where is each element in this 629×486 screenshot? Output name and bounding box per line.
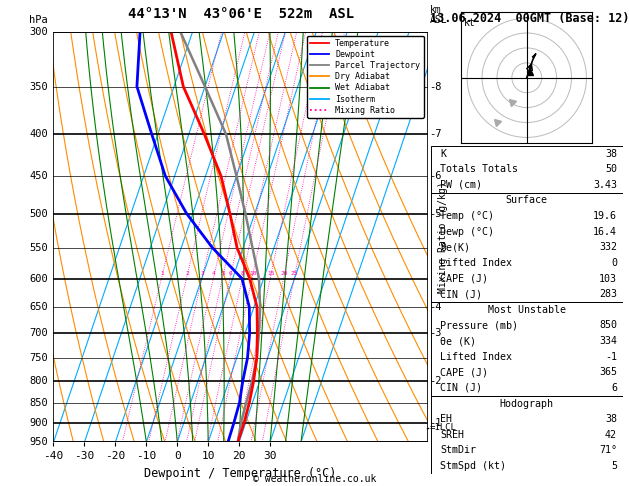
Text: 550: 550 xyxy=(29,243,48,253)
Text: 6: 6 xyxy=(611,383,617,393)
Text: 0: 0 xyxy=(611,258,617,268)
Text: kt: kt xyxy=(464,18,476,28)
Text: CAPE (J): CAPE (J) xyxy=(440,274,489,284)
Text: 8: 8 xyxy=(241,271,245,276)
Text: Most Unstable: Most Unstable xyxy=(487,305,566,315)
Text: 950: 950 xyxy=(29,437,48,447)
Text: 38: 38 xyxy=(605,149,617,158)
Text: CAPE (J): CAPE (J) xyxy=(440,367,489,377)
X-axis label: Dewpoint / Temperature (°C): Dewpoint / Temperature (°C) xyxy=(145,467,337,480)
Text: 3.43: 3.43 xyxy=(593,180,617,190)
Text: 650: 650 xyxy=(29,302,48,312)
Text: 700: 700 xyxy=(29,329,48,338)
Text: 44°13'N  43°06'E  522m  ASL: 44°13'N 43°06'E 522m ASL xyxy=(128,7,353,21)
Text: 365: 365 xyxy=(599,367,617,377)
Text: © weatheronline.co.uk: © weatheronline.co.uk xyxy=(253,473,376,484)
Text: 750: 750 xyxy=(29,353,48,363)
Text: K: K xyxy=(440,149,447,158)
Text: SREH: SREH xyxy=(440,430,464,440)
Text: Mixing Ratio (g/kg): Mixing Ratio (g/kg) xyxy=(438,181,448,293)
Text: 19.6: 19.6 xyxy=(593,211,617,221)
Text: 42: 42 xyxy=(605,430,617,440)
Text: Pressure (mb): Pressure (mb) xyxy=(440,320,518,330)
Text: 50: 50 xyxy=(605,164,617,174)
Text: -1: -1 xyxy=(605,352,617,362)
Text: km
ASL: km ASL xyxy=(430,5,447,25)
Text: Hodograph: Hodograph xyxy=(500,399,554,409)
Text: 2: 2 xyxy=(185,271,189,276)
Text: =1LCL: =1LCL xyxy=(430,423,457,432)
Text: 1: 1 xyxy=(160,271,164,276)
Text: -2: -2 xyxy=(430,376,442,386)
Text: Surface: Surface xyxy=(506,195,548,206)
Text: θe(K): θe(K) xyxy=(440,243,470,252)
Text: 450: 450 xyxy=(29,171,48,181)
Text: Totals Totals: Totals Totals xyxy=(440,164,518,174)
Text: StmSpd (kt): StmSpd (kt) xyxy=(440,461,506,471)
Text: 38: 38 xyxy=(605,414,617,424)
Text: 20: 20 xyxy=(281,271,288,276)
Text: 400: 400 xyxy=(29,129,48,139)
Text: 850: 850 xyxy=(29,398,48,408)
Text: 350: 350 xyxy=(29,82,48,91)
Text: -4: -4 xyxy=(430,302,442,312)
Text: 71°: 71° xyxy=(599,445,617,455)
Text: 500: 500 xyxy=(29,208,48,219)
Text: CIN (J): CIN (J) xyxy=(440,383,482,393)
Text: -5: -5 xyxy=(430,208,442,219)
Text: 3: 3 xyxy=(201,271,204,276)
Text: CIN (J): CIN (J) xyxy=(440,289,482,299)
Text: Temp (°C): Temp (°C) xyxy=(440,211,494,221)
Text: -1: -1 xyxy=(430,418,442,428)
Text: 800: 800 xyxy=(29,376,48,386)
Text: 13.06.2024  00GMT (Base: 12): 13.06.2024 00GMT (Base: 12) xyxy=(430,12,629,25)
Legend: Temperature, Dewpoint, Parcel Trajectory, Dry Adiabat, Wet Adiabat, Isotherm, Mi: Temperature, Dewpoint, Parcel Trajectory… xyxy=(307,36,423,118)
Text: 332: 332 xyxy=(599,243,617,252)
Text: 900: 900 xyxy=(29,418,48,428)
Text: Lifted Index: Lifted Index xyxy=(440,258,513,268)
Text: hPa: hPa xyxy=(29,16,48,25)
Text: 15: 15 xyxy=(267,271,274,276)
Text: -8: -8 xyxy=(430,82,442,91)
Text: -7: -7 xyxy=(430,129,442,139)
Text: 300: 300 xyxy=(29,27,48,36)
Text: EH: EH xyxy=(440,414,452,424)
Text: 283: 283 xyxy=(599,289,617,299)
Text: StmDir: StmDir xyxy=(440,445,476,455)
Text: 600: 600 xyxy=(29,274,48,283)
Text: Lifted Index: Lifted Index xyxy=(440,352,513,362)
Text: 5: 5 xyxy=(611,461,617,471)
Text: 334: 334 xyxy=(599,336,617,346)
Text: 103: 103 xyxy=(599,274,617,284)
Text: 4: 4 xyxy=(212,271,216,276)
Text: -3: -3 xyxy=(430,329,442,338)
Text: 5: 5 xyxy=(221,271,225,276)
Text: θe (K): θe (K) xyxy=(440,336,476,346)
Text: -6: -6 xyxy=(430,171,442,181)
Text: PW (cm): PW (cm) xyxy=(440,180,482,190)
Text: Dewp (°C): Dewp (°C) xyxy=(440,226,494,237)
Text: 6: 6 xyxy=(229,271,233,276)
Text: 16.4: 16.4 xyxy=(593,226,617,237)
Text: 850: 850 xyxy=(599,320,617,330)
Text: 25: 25 xyxy=(291,271,299,276)
Text: 10: 10 xyxy=(249,271,256,276)
